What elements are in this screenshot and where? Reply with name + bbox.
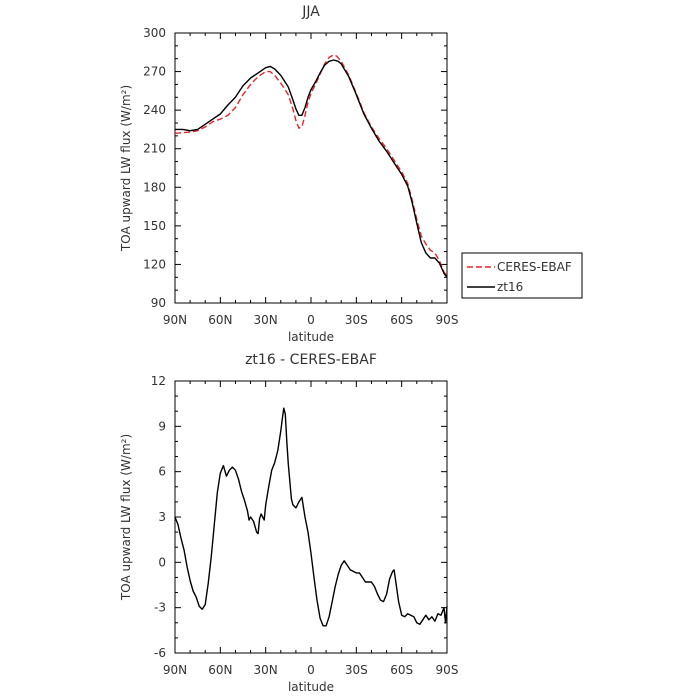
legend-box	[461, 252, 583, 299]
x-tick-label: 90N	[163, 313, 187, 327]
y-tick-label: 240	[143, 103, 166, 117]
y-tick-label: 90	[151, 296, 166, 310]
x-tick-label: 90N	[163, 663, 187, 677]
y-tick-label: 180	[143, 180, 166, 194]
y-tick-label: 12	[151, 374, 166, 388]
y-tick-label: 6	[158, 465, 166, 479]
plot-frame	[174, 32, 448, 304]
x-tick-label: 30S	[345, 313, 368, 327]
x-tick-label: 90S	[436, 663, 459, 677]
series-line-ceres-ebaf	[174, 54, 448, 277]
y-axis-label: TOA upward LW flux (W/m²)	[119, 85, 133, 252]
y-tick-label: 120	[143, 257, 166, 271]
x-tick-label: 30N	[254, 663, 278, 677]
y-tick-label: 0	[158, 555, 166, 569]
x-tick-label: 0	[307, 313, 315, 327]
y-tick-label: 210	[143, 142, 166, 156]
x-tick-label: 90S	[436, 313, 459, 327]
x-tick-label: 60N	[208, 313, 232, 327]
y-tick-label: 9	[158, 419, 166, 433]
legend: CERES-EBAF zt16	[461, 252, 583, 299]
chart-jja: 90N 60N 30N 0 30S 60S 90S 90 120 150 180 210 240 270 3…	[119, 4, 583, 344]
y-tick-label: -6	[154, 646, 166, 660]
x-axis-label: latitude	[288, 330, 334, 344]
y-tick-label: 270	[143, 65, 166, 79]
x-tick-label: 60N	[208, 663, 232, 677]
y-tick-label: 3	[158, 510, 166, 524]
legend-label: CERES-EBAF	[497, 260, 572, 274]
x-tick-label: 30N	[254, 313, 278, 327]
x-tick-label: 60S	[390, 663, 413, 677]
chart-title: JJA	[301, 4, 320, 20]
chart-title: zt16 - CERES-EBAF	[245, 352, 377, 368]
x-tick-label: 0	[307, 663, 315, 677]
x-axis-label: latitude	[288, 680, 334, 694]
y-axis-label: TOA upward LW flux (W/m²)	[119, 434, 133, 601]
y-tick-label: 150	[143, 219, 166, 233]
plot-frame	[174, 380, 448, 654]
y-tick-label: -3	[154, 601, 166, 615]
legend-label: zt16	[497, 280, 523, 294]
chart-difference: 90N 60N 30N 0 30S 60S 90S -6 -3 0 3 6 9 12 zt16 - CERE…	[119, 352, 458, 694]
x-tick-label: 60S	[390, 313, 413, 327]
x-tick-label: 30S	[345, 663, 368, 677]
series-line-difference	[174, 407, 448, 627]
series-line-zt16	[175, 59, 448, 278]
y-tick-label: 300	[143, 26, 166, 40]
